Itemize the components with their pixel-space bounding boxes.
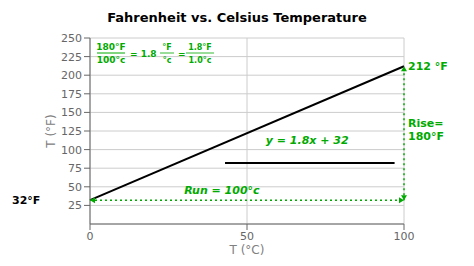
- svg-text:Run = 100°c: Run = 100°c: [184, 184, 260, 197]
- svg-text:Rise=180°F: Rise=180°F: [408, 117, 444, 143]
- svg-text:°F: °F: [162, 43, 171, 52]
- svg-text:25: 25: [68, 199, 82, 212]
- svg-text:212 °F: 212 °F: [408, 60, 448, 73]
- svg-text:200: 200: [61, 69, 82, 82]
- svg-text:=: =: [178, 49, 186, 59]
- svg-text:= 1.8: = 1.8: [130, 49, 157, 59]
- svg-text:1.8°F: 1.8°F: [188, 43, 212, 52]
- svg-text:250: 250: [61, 32, 82, 45]
- svg-text:100°c: 100°c: [97, 55, 126, 65]
- svg-text:175: 175: [61, 88, 82, 101]
- svg-text:T (°C): T (°C): [229, 243, 265, 257]
- svg-text:T (°F): T (°F): [44, 114, 58, 148]
- svg-text:0: 0: [87, 230, 94, 243]
- svg-text:32°F: 32°F: [12, 194, 40, 207]
- svg-text:225: 225: [61, 51, 82, 64]
- svg-text:50: 50: [240, 230, 254, 243]
- svg-text:1.0°c: 1.0°c: [189, 56, 212, 65]
- svg-text:150: 150: [61, 106, 82, 119]
- svg-text:50: 50: [68, 181, 82, 194]
- html-text:Fahrenheit vs. Celsius Tempera: Fahrenheit vs. Celsius Temperature: [107, 10, 367, 25]
- svg-text:100: 100: [61, 144, 82, 157]
- svg-text:°c: °c: [163, 56, 172, 65]
- svg-text:75: 75: [68, 162, 82, 175]
- svg-text:y = 1.8x + 32: y = 1.8x + 32: [266, 134, 349, 147]
- svg-text:100: 100: [394, 230, 415, 243]
- svg-text:180°F: 180°F: [96, 42, 125, 52]
- svg-text:125: 125: [61, 125, 82, 138]
